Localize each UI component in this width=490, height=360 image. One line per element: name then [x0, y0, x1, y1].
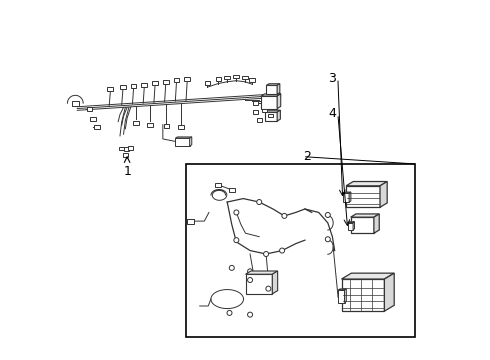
Bar [94, 125, 99, 129]
Bar [119, 147, 124, 150]
Bar [133, 121, 139, 125]
Bar [233, 75, 239, 78]
Bar [120, 85, 126, 89]
Polygon shape [351, 214, 379, 217]
Bar [216, 77, 221, 81]
Bar [107, 87, 113, 91]
Bar [163, 80, 169, 84]
Polygon shape [277, 84, 280, 94]
Polygon shape [267, 85, 277, 94]
Bar [205, 81, 210, 85]
Circle shape [280, 248, 285, 253]
Polygon shape [338, 289, 346, 290]
Text: 1: 1 [123, 165, 131, 178]
Polygon shape [380, 181, 387, 207]
Polygon shape [245, 274, 272, 294]
Polygon shape [265, 110, 280, 112]
Bar [262, 109, 267, 112]
Polygon shape [175, 138, 190, 146]
Polygon shape [346, 181, 387, 186]
Polygon shape [338, 290, 344, 302]
Polygon shape [353, 222, 354, 230]
Polygon shape [277, 110, 280, 121]
Bar [178, 125, 184, 129]
Circle shape [227, 310, 232, 315]
Polygon shape [384, 273, 394, 311]
Bar [249, 78, 255, 82]
Circle shape [257, 199, 262, 204]
Circle shape [247, 269, 252, 274]
Bar [128, 146, 133, 150]
Bar [164, 125, 169, 129]
Bar [142, 83, 147, 86]
Bar [252, 102, 258, 105]
Text: 2: 2 [304, 150, 312, 163]
Circle shape [325, 237, 330, 242]
Bar [87, 107, 93, 111]
Bar [268, 114, 272, 117]
Circle shape [229, 265, 234, 270]
Bar [257, 118, 262, 122]
Bar [215, 183, 221, 187]
Polygon shape [343, 192, 351, 193]
Circle shape [325, 212, 330, 217]
Polygon shape [344, 289, 346, 302]
Polygon shape [261, 96, 277, 109]
Bar [147, 123, 153, 127]
Polygon shape [261, 94, 281, 96]
Bar [123, 147, 129, 151]
Polygon shape [342, 273, 394, 279]
Text: 3: 3 [328, 72, 336, 85]
Polygon shape [348, 222, 353, 230]
Bar [152, 81, 158, 85]
Polygon shape [267, 84, 280, 85]
Bar [187, 219, 194, 224]
Bar [173, 78, 179, 82]
Bar [131, 84, 136, 88]
Polygon shape [342, 279, 384, 311]
Bar [253, 111, 258, 114]
Bar [243, 76, 247, 79]
Bar [187, 219, 194, 223]
Polygon shape [265, 112, 277, 121]
Polygon shape [245, 271, 278, 274]
Polygon shape [272, 271, 278, 294]
Bar [90, 117, 96, 121]
Bar [73, 101, 79, 105]
Polygon shape [349, 192, 351, 202]
Polygon shape [277, 94, 281, 109]
Polygon shape [343, 193, 349, 202]
Bar [184, 77, 190, 81]
Bar [229, 188, 235, 192]
Circle shape [234, 210, 239, 215]
Circle shape [234, 238, 239, 243]
Polygon shape [190, 137, 192, 146]
Circle shape [266, 286, 271, 291]
Polygon shape [346, 186, 380, 207]
Polygon shape [351, 217, 374, 233]
Circle shape [264, 252, 269, 257]
Circle shape [282, 213, 287, 219]
Bar [224, 76, 230, 79]
Circle shape [247, 278, 252, 283]
Circle shape [247, 312, 252, 317]
Polygon shape [175, 137, 192, 138]
Text: 4: 4 [328, 107, 336, 120]
Bar [186, 164, 415, 337]
Bar [122, 153, 128, 157]
Polygon shape [374, 214, 379, 233]
